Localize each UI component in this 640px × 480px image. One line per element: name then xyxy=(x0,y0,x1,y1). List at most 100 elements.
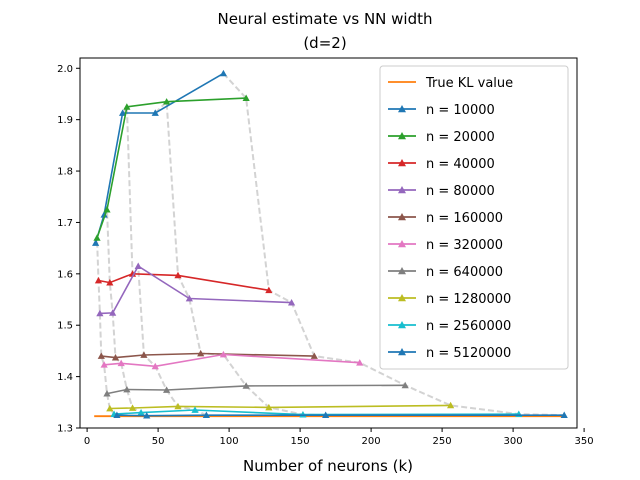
series-6 xyxy=(103,381,409,397)
x-tick-label: 250 xyxy=(433,436,452,447)
y-tick-label: 1.3 xyxy=(57,424,73,435)
y-tick-label: 1.9 xyxy=(57,115,73,126)
y-tick-label: 2.0 xyxy=(57,64,73,75)
y-tick-label: 1.4 xyxy=(57,372,73,383)
data-point xyxy=(106,278,114,286)
series-1 xyxy=(93,94,250,241)
legend-marker xyxy=(398,321,406,329)
x-tick-label: 0 xyxy=(84,436,90,447)
data-point xyxy=(128,270,137,277)
data-point xyxy=(111,353,120,361)
series-9 xyxy=(113,411,568,419)
legend-marker xyxy=(398,132,406,140)
data-point xyxy=(137,408,145,416)
x-axis: 0 50 100 150 200 250 300 350 xyxy=(84,428,594,447)
chart-title-line-1: Neural estimate vs NN width xyxy=(217,10,432,28)
data-point xyxy=(100,211,108,218)
series-line xyxy=(94,72,224,244)
series-7 xyxy=(106,401,455,412)
data-point xyxy=(93,234,101,241)
series-5 xyxy=(100,350,364,370)
data-point xyxy=(163,386,171,393)
series-line xyxy=(106,384,406,395)
data-point xyxy=(560,411,568,419)
data-point xyxy=(447,401,455,409)
x-tick-label: 200 xyxy=(362,436,381,447)
data-point xyxy=(151,362,159,370)
data-point xyxy=(97,352,105,359)
legend-label: n = 40000 xyxy=(426,157,495,172)
data-point xyxy=(265,403,273,411)
data-point xyxy=(143,412,151,419)
legend-label: n = 2560000 xyxy=(426,319,511,334)
plot-frame xyxy=(79,57,578,429)
width-connector-line xyxy=(154,99,326,417)
legend: True KL value n = 10000 n = 20000 n = 40000… xyxy=(379,65,569,370)
data-point xyxy=(310,352,318,359)
data-point xyxy=(100,361,108,368)
data-point xyxy=(174,271,182,279)
legend-label: n = 320000 xyxy=(426,238,503,253)
data-point xyxy=(322,411,330,419)
y-tick-label: 1.7 xyxy=(57,218,73,229)
legend-label: n = 80000 xyxy=(426,184,495,199)
legend-marker xyxy=(398,348,406,356)
data-point xyxy=(103,205,111,213)
x-tick-label: 300 xyxy=(504,436,523,447)
data-point xyxy=(128,404,137,411)
data-point xyxy=(219,69,228,77)
data-point xyxy=(96,309,104,317)
series-3 xyxy=(96,262,296,317)
legend-marker xyxy=(398,267,406,275)
chart-title-line-2: (d=2) xyxy=(303,34,346,52)
y-tick-label: 1.6 xyxy=(57,269,73,280)
legend-marker xyxy=(398,213,406,221)
data-point xyxy=(191,406,199,413)
legend-marker xyxy=(398,186,406,194)
data-point xyxy=(103,389,111,397)
legend-marker xyxy=(398,159,406,167)
series-line xyxy=(109,404,451,410)
data-point xyxy=(109,309,117,316)
data-point xyxy=(197,349,205,357)
legend-marker xyxy=(398,294,406,302)
legend-label: n = 640000 xyxy=(426,265,503,280)
data-point xyxy=(123,385,131,393)
legend-label: n = 160000 xyxy=(426,211,503,226)
legend-label: n = 20000 xyxy=(426,130,495,145)
width-connector-line xyxy=(94,237,118,417)
data-point xyxy=(134,262,142,270)
legend-box xyxy=(379,65,569,370)
data-point xyxy=(113,411,121,419)
data-point xyxy=(94,276,103,284)
data-point xyxy=(185,294,193,302)
series-4 xyxy=(97,349,318,361)
legend-marker xyxy=(398,240,406,248)
data-point xyxy=(123,103,131,110)
x-tick-label: 350 xyxy=(575,436,594,447)
data-point xyxy=(106,404,114,412)
data-point xyxy=(92,239,100,246)
legend-label: n = 10000 xyxy=(426,103,495,118)
series-2 xyxy=(94,270,273,294)
plot-area xyxy=(92,69,568,419)
series-0 xyxy=(92,69,228,246)
x-tick-label: 150 xyxy=(291,436,310,447)
series-line xyxy=(116,414,565,417)
width-connector-line xyxy=(222,72,565,417)
data-point xyxy=(174,402,182,410)
x-tick-label: 50 xyxy=(152,436,165,447)
data-point xyxy=(219,350,228,358)
width-connector-line xyxy=(121,103,207,417)
data-point xyxy=(242,382,250,389)
y-axis: 1.3 1.4 1.5 1.6 1.7 1.8 1.9 2.0 xyxy=(57,64,80,435)
data-point xyxy=(265,286,273,294)
data-point xyxy=(401,381,409,389)
data-point xyxy=(242,94,250,101)
legend-label: n = 5120000 xyxy=(426,346,511,361)
data-point xyxy=(117,359,125,367)
y-tick-label: 1.5 xyxy=(57,321,73,332)
data-point xyxy=(140,351,148,358)
legend-label: True KL value xyxy=(425,76,513,91)
